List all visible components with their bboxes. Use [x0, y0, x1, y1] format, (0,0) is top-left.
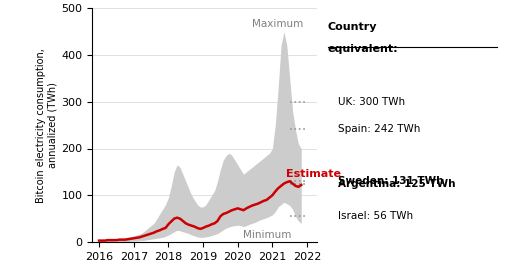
Y-axis label: Bitcoin electricity consumption,
annualized (TWh): Bitcoin electricity consumption, annuali… — [35, 48, 57, 203]
Text: Maximum: Maximum — [252, 19, 303, 29]
Text: Israel: 56 TWh: Israel: 56 TWh — [338, 211, 413, 221]
Text: Minimum: Minimum — [243, 230, 291, 240]
Text: Sweden: 131 TWh: Sweden: 131 TWh — [338, 176, 443, 186]
Text: Estimate: Estimate — [286, 169, 341, 179]
Text: UK: 300 TWh: UK: 300 TWh — [338, 97, 405, 107]
Text: Argentina: 125 TWh: Argentina: 125 TWh — [338, 178, 455, 189]
Text: Spain: 242 TWh: Spain: 242 TWh — [338, 124, 420, 134]
Text: equivalent:: equivalent: — [328, 44, 398, 54]
Text: Country: Country — [328, 22, 377, 32]
